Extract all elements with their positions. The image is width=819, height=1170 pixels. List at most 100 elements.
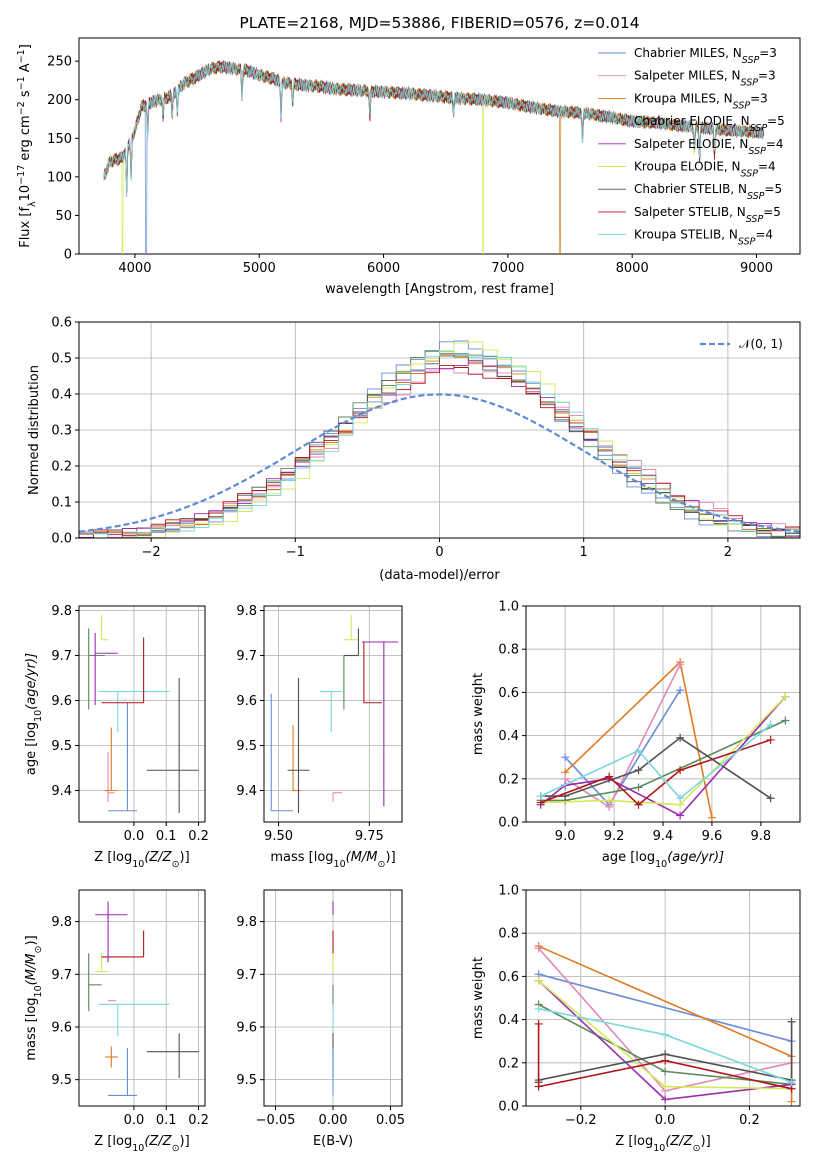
label-part: SSP bbox=[748, 145, 766, 156]
label-part: =3 bbox=[750, 91, 768, 105]
y-tick-label: 0.5 bbox=[51, 352, 72, 367]
y-tick-label: 1.0 bbox=[498, 600, 519, 615]
axes-frame bbox=[78, 37, 801, 255]
label-part: )] bbox=[24, 935, 39, 945]
label-part: Kroupa ELODIE, N bbox=[634, 160, 741, 174]
label-part: Flux [f bbox=[18, 207, 33, 248]
label-part: (age/yr)] bbox=[24, 653, 39, 710]
label-part: 10 bbox=[132, 1143, 144, 1154]
x-tick-label: 9.6 bbox=[702, 829, 723, 844]
label-part: mass [log bbox=[270, 850, 333, 865]
y-tick-label: 9.7 bbox=[236, 968, 257, 983]
y-axis-label: mass [log10(M/M⊙)] bbox=[24, 935, 44, 1060]
label-part: ⊙ bbox=[33, 946, 44, 954]
y-tick-label: 0 bbox=[64, 248, 72, 263]
x-axis-label: Z [log10(Z/Z⊙)] bbox=[94, 1134, 189, 1154]
y-tick-label: 0.4 bbox=[498, 1013, 519, 1028]
weight-marker bbox=[787, 1097, 796, 1106]
y-tick-label: 0.4 bbox=[51, 388, 72, 403]
x-tick-label: 9.75 bbox=[355, 829, 384, 844]
x-tick-label: 9.2 bbox=[604, 829, 625, 844]
x-tick-label: 1 bbox=[580, 545, 588, 560]
errorbar-panel-Z-age: 0.0 0.1 0.29.49.59.69.79.8Z [log10(Z/Z⊙)]a… bbox=[24, 604, 209, 870]
label-part: (M/M bbox=[24, 953, 39, 985]
y-axis-label: mass weight bbox=[471, 957, 486, 1039]
x-tick-label: 9.0 bbox=[555, 829, 576, 844]
y-tick-label: 9.4 bbox=[51, 784, 72, 799]
weight-panel-Z-weight: −0.2 0.0 0.2 0.0 0.2 0.4 0.6 0.8 1.0 Z [log10(Z/Z… bbox=[471, 884, 801, 1154]
label-part: Chabrier STELIB, N bbox=[634, 182, 747, 196]
x-tick-label: −1 bbox=[286, 545, 305, 560]
legend-label: Chabrier ELODIE, NSSP=5 bbox=[634, 114, 785, 134]
x-tick-label: 0.1 bbox=[156, 1113, 177, 1128]
weight-marker bbox=[676, 660, 685, 669]
label-part: Chabrier ELODIE, N bbox=[634, 114, 750, 128]
histogram-panel: −2 −1 0 1 2 0.0 0.1 0.2 0.3 0.4 0.5 0.6 (data-model)… bbox=[27, 316, 801, 583]
weight-line bbox=[540, 696, 786, 806]
y-tick-label: 9.6 bbox=[51, 1020, 72, 1035]
x-tick-label: 0.2 bbox=[739, 1113, 760, 1128]
label-part: =4 bbox=[766, 137, 784, 151]
legend-label: Kroupa MILES, NSSP=3 bbox=[634, 91, 768, 111]
y-tick-label: 0.2 bbox=[498, 1056, 519, 1071]
weight-marker bbox=[661, 1082, 670, 1091]
y-tick-label: 0.8 bbox=[498, 927, 519, 942]
weight-marker bbox=[787, 1017, 796, 1026]
weight-marker bbox=[534, 1019, 543, 1028]
weight-marker bbox=[634, 746, 643, 755]
x-tick-label: 0.2 bbox=[188, 1113, 209, 1128]
weight-marker bbox=[534, 976, 543, 985]
x-axis-label: age [log10(age/yr)] bbox=[602, 850, 724, 870]
axes-frame bbox=[78, 605, 206, 823]
y-tick-label: 9.6 bbox=[236, 1020, 257, 1035]
label-part: age [log bbox=[602, 850, 655, 865]
x-tick-label: 9.8 bbox=[751, 829, 772, 844]
x-axis-label: Z [log10(Z/Z⊙)] bbox=[615, 1134, 710, 1154]
normal-curve bbox=[79, 393, 800, 533]
x-axis-label: (data-model)/error bbox=[379, 568, 500, 583]
x-tick-label: 0 bbox=[435, 545, 443, 560]
spectrum-panel: PLATE=2168, MJD=53886, FIBERID=0576, z=0… bbox=[16, 14, 801, 297]
label-part: A bbox=[18, 63, 33, 76]
label-part: ⊙ bbox=[693, 1143, 701, 1154]
legend-label: Kroupa ELODIE, NSSP=4 bbox=[634, 160, 776, 180]
weight-marker bbox=[676, 811, 685, 820]
axes-frame bbox=[78, 889, 206, 1107]
weight-marker bbox=[534, 1082, 543, 1091]
label-part: Z [log bbox=[615, 1134, 653, 1149]
weight-marker bbox=[661, 1056, 670, 1065]
x-tick-label: 0.00 bbox=[319, 1113, 348, 1128]
x-tick-label: 9.4 bbox=[653, 829, 674, 844]
weight-marker bbox=[787, 1078, 796, 1087]
x-tick-label: 0.0 bbox=[124, 1113, 145, 1128]
y-tick-label: 9.5 bbox=[51, 1073, 72, 1088]
label-part: 10 bbox=[33, 710, 44, 722]
y-tick-label: 0.6 bbox=[498, 970, 519, 985]
label-part: SSP bbox=[750, 123, 768, 134]
x-axis-label: Z [log10(Z/Z⊙)] bbox=[94, 850, 189, 870]
label-part: SSP bbox=[747, 191, 765, 202]
weight-marker bbox=[534, 944, 543, 953]
spectrum-line bbox=[103, 60, 765, 195]
label-part: Z [log bbox=[94, 1134, 132, 1149]
weight-marker bbox=[781, 716, 790, 725]
weight-marker bbox=[676, 686, 685, 695]
weight-marker bbox=[676, 794, 685, 803]
errorbar-panel-mass-age: 9.50 9.75 9.4 9.5 9.6 9.7 9.8 mass [log10(M/M⊙)… bbox=[236, 604, 403, 870]
y-tick-label: 0.0 bbox=[51, 532, 72, 547]
label-part: 10 bbox=[33, 985, 44, 997]
errorbar-panel-ebv-mass: −0.05 0.00 0.05 9.5 9.6 9.7 9.8 E(B-V) bbox=[236, 889, 405, 1149]
y-tick-label: 9.8 bbox=[51, 604, 72, 619]
label-part: λ bbox=[27, 201, 38, 207]
y-tick-label: 9.6 bbox=[51, 694, 72, 709]
x-axis-label: E(B-V) bbox=[313, 1134, 353, 1149]
axes-frame bbox=[525, 605, 801, 823]
label-part: erg cm bbox=[18, 115, 33, 164]
y-tick-label: 150 bbox=[47, 132, 72, 147]
y-tick-label: 0.6 bbox=[498, 686, 519, 701]
y-axis-label: Normed distribution bbox=[27, 365, 42, 495]
label-part: SSP bbox=[741, 77, 759, 88]
weight-line bbox=[538, 973, 792, 1042]
y-tick-label: 1.0 bbox=[498, 884, 519, 899]
legend-label: Chabrier MILES, NSSP=3 bbox=[634, 46, 777, 66]
